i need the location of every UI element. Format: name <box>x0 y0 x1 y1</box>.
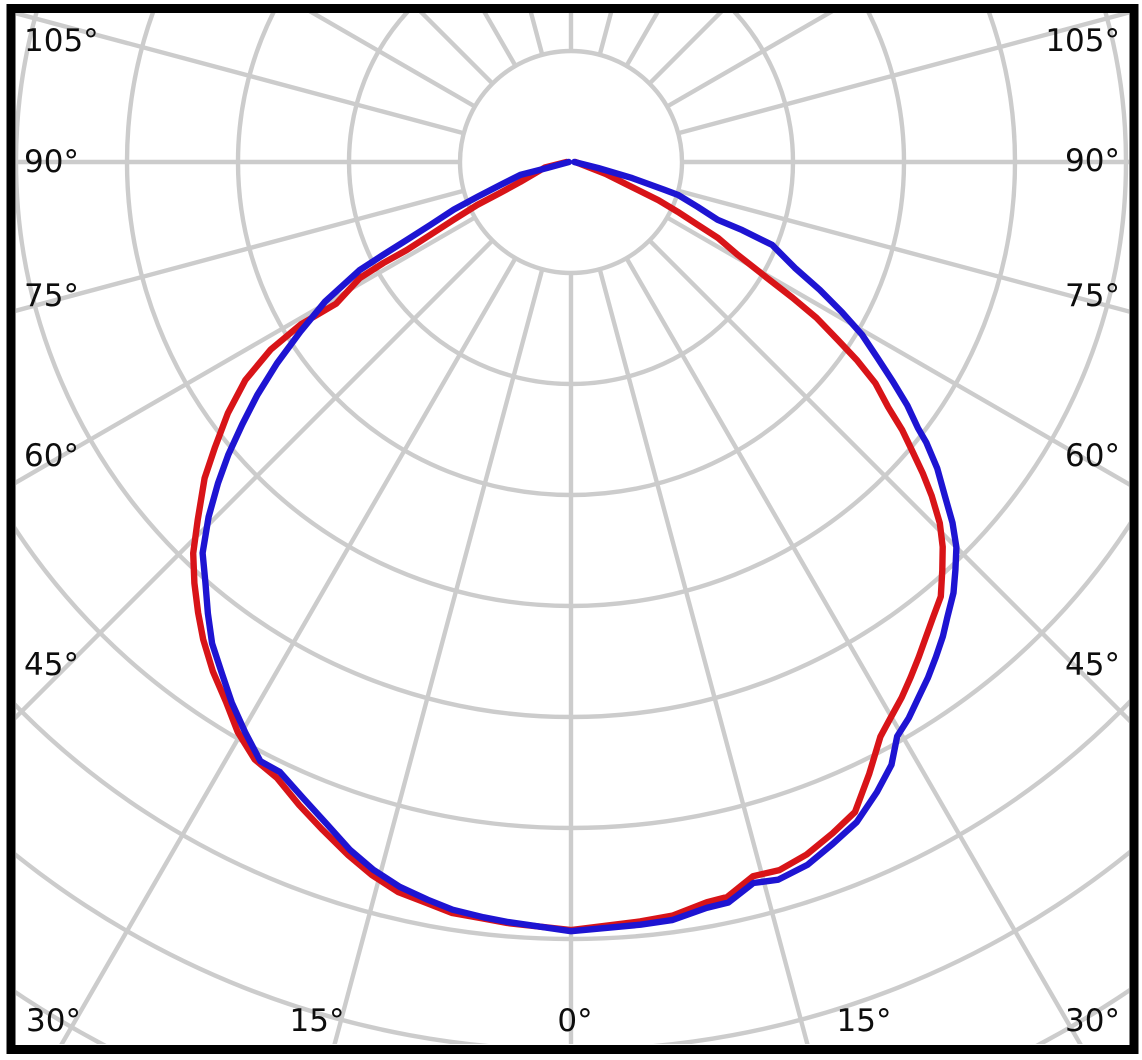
angle-label: 45° <box>1065 647 1120 683</box>
angle-label: 0° <box>557 1003 592 1039</box>
grid-spoke <box>59 257 518 1044</box>
grid-spoke <box>624 257 1083 1044</box>
angle-label: 105° <box>24 23 99 59</box>
grid-spoke <box>677 13 1129 136</box>
chart-frame <box>6 4 1139 1054</box>
angle-label: 60° <box>1065 438 1120 474</box>
grid-spoke <box>597 268 810 1044</box>
grid-spoke <box>16 215 476 485</box>
angle-label: 45° <box>24 647 79 683</box>
red-curve <box>189 158 946 934</box>
grid-spoke <box>647 238 1129 724</box>
angle-label: 90° <box>1065 143 1120 179</box>
grid-spoke <box>16 188 465 313</box>
angle-label: 30° <box>1065 1003 1120 1039</box>
angle-label: 75° <box>1065 278 1120 314</box>
grid-spoke <box>16 13 465 136</box>
grid-spoke <box>666 215 1129 487</box>
grid-spoke <box>677 188 1129 314</box>
grid-spoke <box>332 268 545 1044</box>
angle-label: 75° <box>24 278 79 314</box>
angle-label: 30° <box>26 1003 81 1039</box>
labels-layer: 105° 90° 75° 60° 45° 30° 15° 0° 15° 30° 45° 60° 75° 9… <box>24 23 1120 1039</box>
grid-spoke <box>16 238 495 721</box>
angle-label: 60° <box>24 438 79 474</box>
curves-layer <box>189 158 960 935</box>
angle-label: 15° <box>837 1003 892 1039</box>
angle-label: 90° <box>24 144 79 180</box>
blue-curve <box>199 158 960 935</box>
angle-label: 105° <box>1045 23 1120 59</box>
angle-label: 15° <box>290 1003 345 1039</box>
